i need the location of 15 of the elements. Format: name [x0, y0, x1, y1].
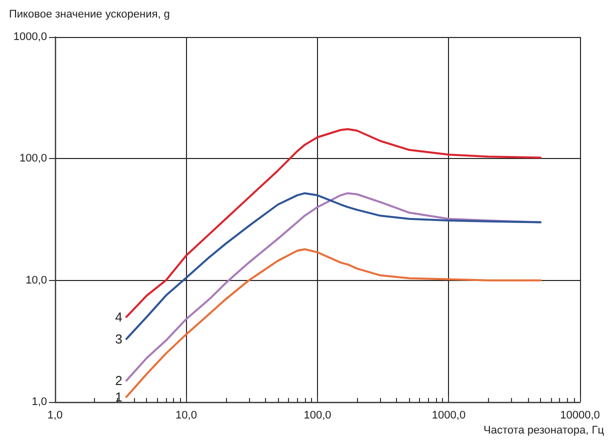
- x-axis-title: Частота резонатора, Гц: [484, 424, 605, 436]
- series-label: 1: [115, 389, 122, 404]
- y-tick-label: 10,0: [26, 274, 47, 286]
- x-tick-label: 1,0: [47, 410, 63, 422]
- series-label: 3: [115, 331, 122, 346]
- x-tick-label: 1000,0: [432, 410, 466, 422]
- y-tick-label: 1,0: [32, 396, 47, 408]
- x-tick-label: 10000,0: [560, 410, 600, 422]
- y-axis-title: Пиковое значение ускорения, g: [9, 8, 170, 20]
- x-tick-label: 10,0: [176, 410, 197, 422]
- x-tick-label: 100,0: [304, 410, 332, 422]
- series-label: 2: [115, 373, 122, 388]
- series-label: 4: [115, 309, 122, 324]
- y-tick-label: 100,0: [19, 152, 47, 165]
- y-tick-label: 1000,0: [13, 31, 47, 43]
